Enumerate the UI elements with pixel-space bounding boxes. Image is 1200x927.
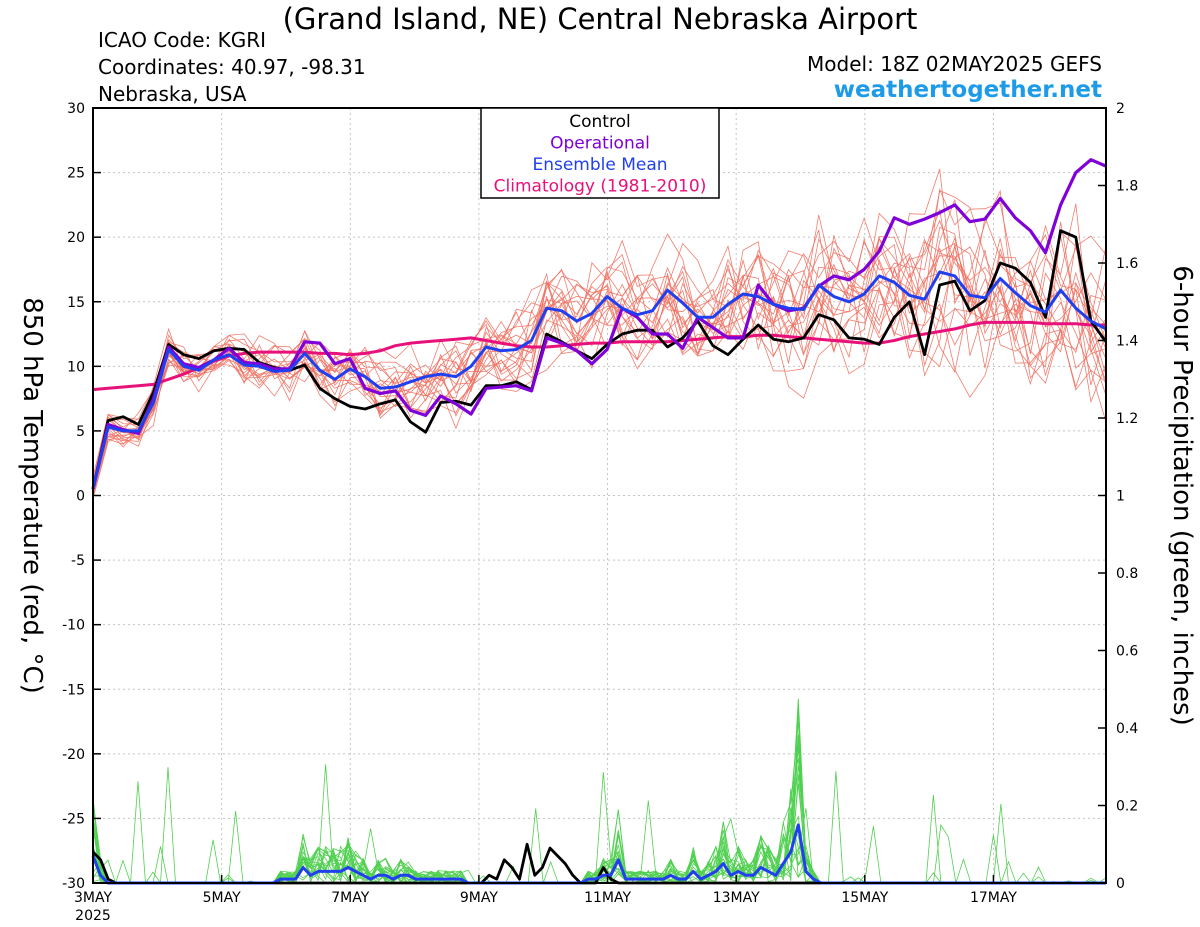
y2-tick-label: 0.6 xyxy=(1116,644,1138,660)
temperature-operational-line xyxy=(91,158,1107,490)
temperature-member-line xyxy=(92,190,1107,482)
y2-tick-label: 0.2 xyxy=(1116,799,1138,815)
legend-item: Climatology (1981-2010) xyxy=(494,177,707,197)
y2-tick-label: 0 xyxy=(1116,876,1125,892)
temperature-member-line xyxy=(92,229,1107,496)
x-tick-label: 15MAY xyxy=(841,890,888,906)
y-tick-label: 5 xyxy=(76,424,85,440)
y-tick-label: -10 xyxy=(62,618,85,634)
x-tick-label: 3MAY xyxy=(74,890,112,906)
temperature-member-line xyxy=(92,249,1107,487)
y-axis-title: 850 hPa Temperature (red, °C) xyxy=(17,297,47,694)
x-tick-label: 11MAY xyxy=(584,890,631,906)
y-tick-label: -25 xyxy=(62,811,85,827)
y2-axis-title: 6-hour Precipitation (green, inches) xyxy=(1167,265,1197,725)
x-tick-sublabel: 2025 xyxy=(75,908,111,924)
temperature-member-line xyxy=(92,226,1107,479)
x-tick-label: 5MAY xyxy=(203,890,241,906)
x-tick-label: 17MAY xyxy=(970,890,1017,906)
model-run: Model: 18Z 02MAY2025 GEFS xyxy=(807,52,1102,76)
legend-item: Operational xyxy=(550,134,650,154)
x-tick-label: 13MAY xyxy=(713,890,760,906)
y2-tick-label: 0.8 xyxy=(1116,566,1138,582)
y-tick-label: 0 xyxy=(76,489,85,505)
y2-tick-label: 1.4 xyxy=(1116,334,1138,350)
y2-tick-label: 1.8 xyxy=(1116,179,1138,195)
y2-tick-label: 1.2 xyxy=(1116,411,1138,427)
chart-title: (Grand Island, NE) Central Nebraska Airp… xyxy=(282,2,918,36)
region: Nebraska, USA xyxy=(98,82,247,106)
y-tick-label: -15 xyxy=(62,682,85,698)
temperature-member-line xyxy=(92,241,1107,486)
x-tick-label: 7MAY xyxy=(331,890,369,906)
temperature-member-line xyxy=(92,238,1107,495)
legend-item: Ensemble Mean xyxy=(532,155,667,175)
temperature-climatology-1981-2010-line xyxy=(92,320,1106,392)
y-tick-label: 20 xyxy=(67,230,85,246)
y-tick-label: 10 xyxy=(67,359,85,375)
y-tick-label: -20 xyxy=(62,747,85,763)
y2-tick-label: 1 xyxy=(1116,489,1125,505)
temperature-member-line xyxy=(92,214,1107,492)
y2-tick-label: 2 xyxy=(1116,101,1125,117)
brand-label: weathertogether.net xyxy=(833,77,1102,103)
temperature-member-line xyxy=(92,203,1107,485)
temperature-ensemble-mean-line xyxy=(91,270,1107,490)
legend-box xyxy=(480,107,720,199)
y2-tick-label: 1.6 xyxy=(1116,256,1138,272)
coordinates: Coordinates: 40.97, -98.31 xyxy=(98,55,366,79)
x-tick-label: 9MAY xyxy=(460,890,498,906)
legend-item: Control xyxy=(569,112,630,132)
y-tick-label: 25 xyxy=(67,166,85,182)
icao-code: ICAO Code: KGRI xyxy=(98,28,266,52)
y-tick-label: -30 xyxy=(62,876,85,892)
y2-tick-label: 0.4 xyxy=(1116,721,1138,737)
y-tick-label: 30 xyxy=(67,101,85,117)
y-tick-label: 15 xyxy=(67,295,85,311)
y-tick-label: -5 xyxy=(71,553,85,569)
temperature-member-line xyxy=(92,238,1107,477)
